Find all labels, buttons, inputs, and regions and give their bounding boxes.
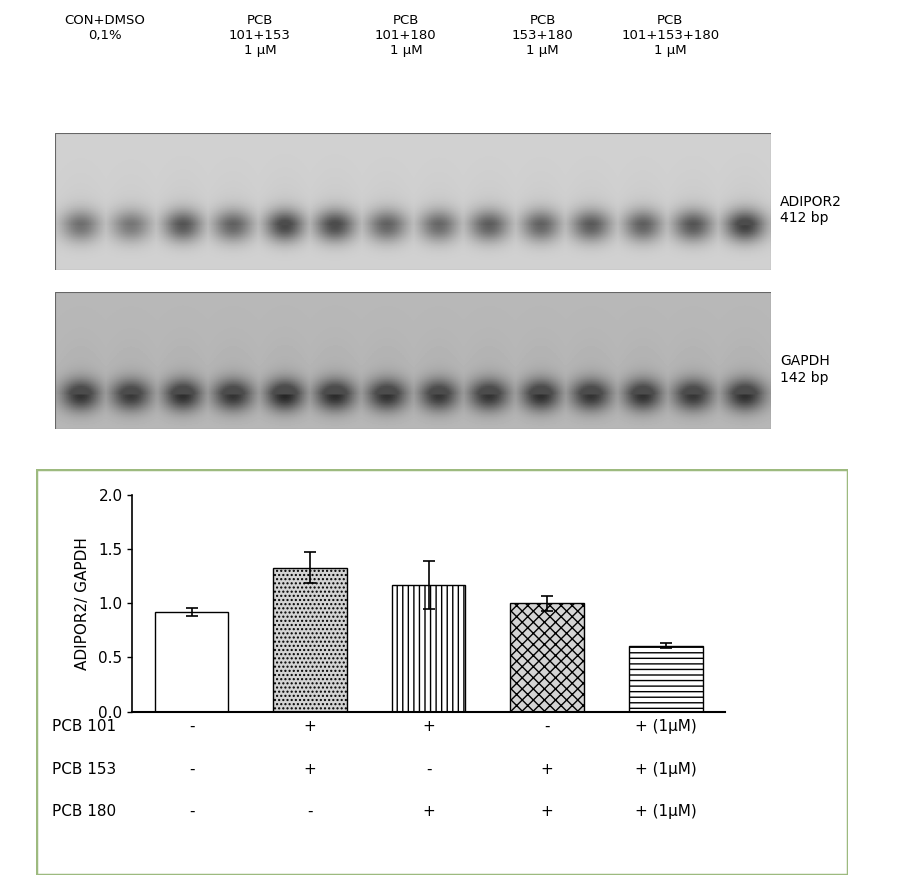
Text: GAPDH
142 bp: GAPDH 142 bp <box>779 354 829 385</box>
Text: +: + <box>422 720 435 734</box>
Text: CON+DMSO
0,1%: CON+DMSO 0,1% <box>65 14 145 42</box>
Text: -: - <box>189 804 194 819</box>
Text: -: - <box>189 762 194 776</box>
Text: -: - <box>425 762 431 776</box>
Text: PCB
101+153+180
1 μM: PCB 101+153+180 1 μM <box>620 14 719 57</box>
Bar <box>629 645 701 712</box>
Text: -: - <box>307 804 312 819</box>
Text: + (1μM): + (1μM) <box>634 720 696 734</box>
Text: PCB
101+180
1 μM: PCB 101+180 1 μM <box>374 14 436 57</box>
Text: PCB 180: PCB 180 <box>52 804 116 819</box>
Bar <box>510 603 583 712</box>
Text: + (1μM): + (1μM) <box>634 762 696 776</box>
Text: +: + <box>422 804 435 819</box>
Bar <box>155 612 228 712</box>
Text: + (1μM): + (1μM) <box>634 804 696 819</box>
Text: +: + <box>303 720 316 734</box>
Text: -: - <box>544 720 549 734</box>
Text: PCB 101: PCB 101 <box>52 720 116 734</box>
Text: ADIPOR2
412 bp: ADIPOR2 412 bp <box>779 195 841 225</box>
Text: PCB
101+153
1 μM: PCB 101+153 1 μM <box>229 14 291 57</box>
Text: +: + <box>540 804 553 819</box>
Bar <box>273 568 346 712</box>
Y-axis label: ADIPOR2/ GAPDH: ADIPOR2/ GAPDH <box>75 537 90 670</box>
Text: PCB
153+180
1 μM: PCB 153+180 1 μM <box>511 14 573 57</box>
Bar <box>392 585 465 712</box>
Text: -: - <box>189 720 194 734</box>
Text: PCB 153: PCB 153 <box>52 762 116 776</box>
Text: +: + <box>540 762 553 776</box>
FancyBboxPatch shape <box>36 469 847 875</box>
Text: +: + <box>303 762 316 776</box>
